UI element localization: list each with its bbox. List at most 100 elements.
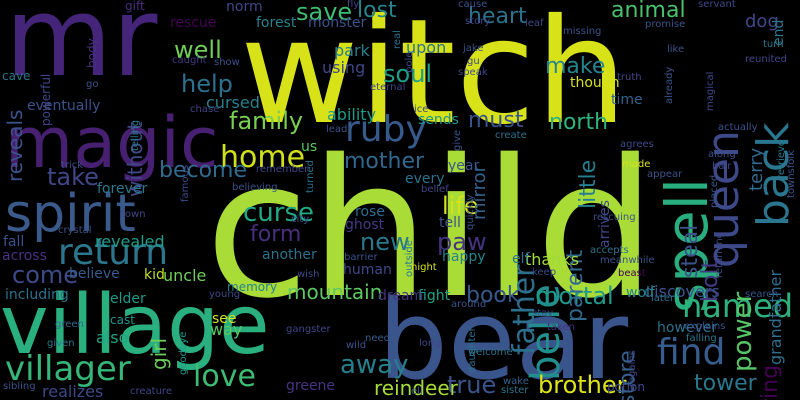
word-greene: greene (286, 378, 336, 394)
word-also: also (96, 328, 129, 347)
word-returning: returning (714, 231, 725, 278)
word-happy: happy (442, 249, 486, 265)
word-falling: falling (686, 333, 717, 344)
word-memory: memory (227, 280, 278, 294)
word-eternal: eternal (370, 82, 406, 93)
word-fight: fight (418, 288, 451, 304)
word-home: home (220, 140, 306, 175)
word-uncle: uncle (163, 266, 207, 285)
word-need: need (365, 333, 390, 344)
word-belief: belief (421, 184, 449, 195)
word-kid: kid (144, 267, 165, 283)
word-come: come (12, 261, 79, 289)
word-search: search (745, 289, 779, 300)
word-famous: famous (180, 164, 191, 202)
word-body: body (85, 38, 99, 68)
word-telling: telling (130, 119, 141, 151)
word-sibling: sibling (3, 381, 36, 392)
word-however: however (657, 320, 718, 336)
word-make: make (545, 54, 606, 79)
word-named: named (682, 287, 794, 325)
word-though: though (570, 75, 620, 91)
word-magic: magic (5, 102, 219, 184)
word-believing: believing (232, 182, 278, 193)
word-return: return (58, 232, 169, 273)
word-ghost: ghost (345, 217, 385, 233)
word-along: along (708, 149, 736, 160)
word-cast: cast (110, 313, 135, 327)
word-forever: forever (97, 181, 148, 197)
word-lost: lost (357, 0, 397, 23)
word-monster: monster (308, 15, 367, 31)
word-town: town (121, 209, 146, 220)
word-animal: animal (611, 0, 686, 23)
word-human: human (343, 262, 392, 278)
word-long: long (419, 338, 441, 349)
word-placed: placed (709, 174, 720, 208)
word-mother: mother (344, 149, 425, 174)
word-taken: taken (547, 322, 575, 333)
word-promise: promise (645, 19, 686, 30)
word-rescuing: rescuing (593, 212, 636, 223)
word-find: find (657, 332, 726, 373)
word-caught: caught (172, 55, 207, 66)
word-norm: norm (226, 0, 263, 15)
word-believe: believe (69, 266, 120, 282)
word-truth: truth (617, 72, 642, 83)
word-another: another (262, 247, 317, 263)
word-wolf: wolf (626, 285, 655, 301)
word-fall: fall (3, 234, 25, 250)
word-reveals: reveals (3, 109, 27, 182)
word-eli: eli (411, 386, 423, 397)
word-take: take (47, 163, 99, 191)
word-fly: fly (347, 0, 360, 10)
word-chase: chase (190, 104, 220, 115)
word-soul: soul (383, 60, 433, 88)
word-away: away (340, 350, 409, 380)
word-curse: curse (243, 198, 315, 228)
word-us: us (301, 139, 318, 155)
word-thanks: thanks (525, 250, 579, 269)
word-jake: jake (463, 43, 484, 54)
word-way: way (210, 320, 243, 339)
word-go: go (86, 79, 99, 90)
word-cursed: cursed (206, 93, 260, 112)
word-wild: wild (346, 340, 367, 351)
word-gangster: gangster (286, 324, 331, 335)
word-explains: explains (684, 321, 726, 332)
word-family: family (229, 107, 304, 135)
word-spirit: spirit (5, 184, 136, 244)
word-given: given (47, 338, 75, 349)
word-terry: terry (746, 147, 767, 191)
word-cave: cave (2, 69, 31, 83)
word-true: true (447, 371, 497, 399)
word-barrier: barrier (344, 252, 378, 263)
word-ability: ability (327, 105, 377, 124)
word-gift: gift (125, 0, 145, 13)
word-bring: bring (758, 364, 783, 400)
word-revealed: revealed (95, 232, 165, 251)
word-potion: potion (607, 380, 645, 394)
word-arrives: arrives (597, 200, 613, 248)
word-mr: mr (5, 0, 158, 101)
word-quickly: quickly (465, 194, 476, 230)
word-goodbye: goodbye (178, 331, 189, 375)
word-magical: magical (705, 71, 716, 111)
word-stay: stay (532, 308, 554, 319)
word-turn: turn (763, 39, 784, 50)
word-show: show (214, 57, 240, 68)
word-help: help (181, 70, 233, 98)
word-tower: tower (694, 371, 757, 396)
word-real: real (392, 30, 403, 49)
word-mortal: mortal (535, 282, 614, 310)
word-discovers: discovers (644, 282, 720, 301)
word-green: green (55, 319, 84, 330)
word-welcome: welcome (468, 347, 513, 358)
word-see: see (212, 311, 237, 327)
word-book: book (466, 283, 520, 308)
word-life: life (442, 192, 479, 220)
word-well: well (174, 36, 222, 64)
word-village: village (0, 278, 270, 373)
word-love: love (193, 359, 256, 394)
word-beast: beast (618, 268, 646, 279)
